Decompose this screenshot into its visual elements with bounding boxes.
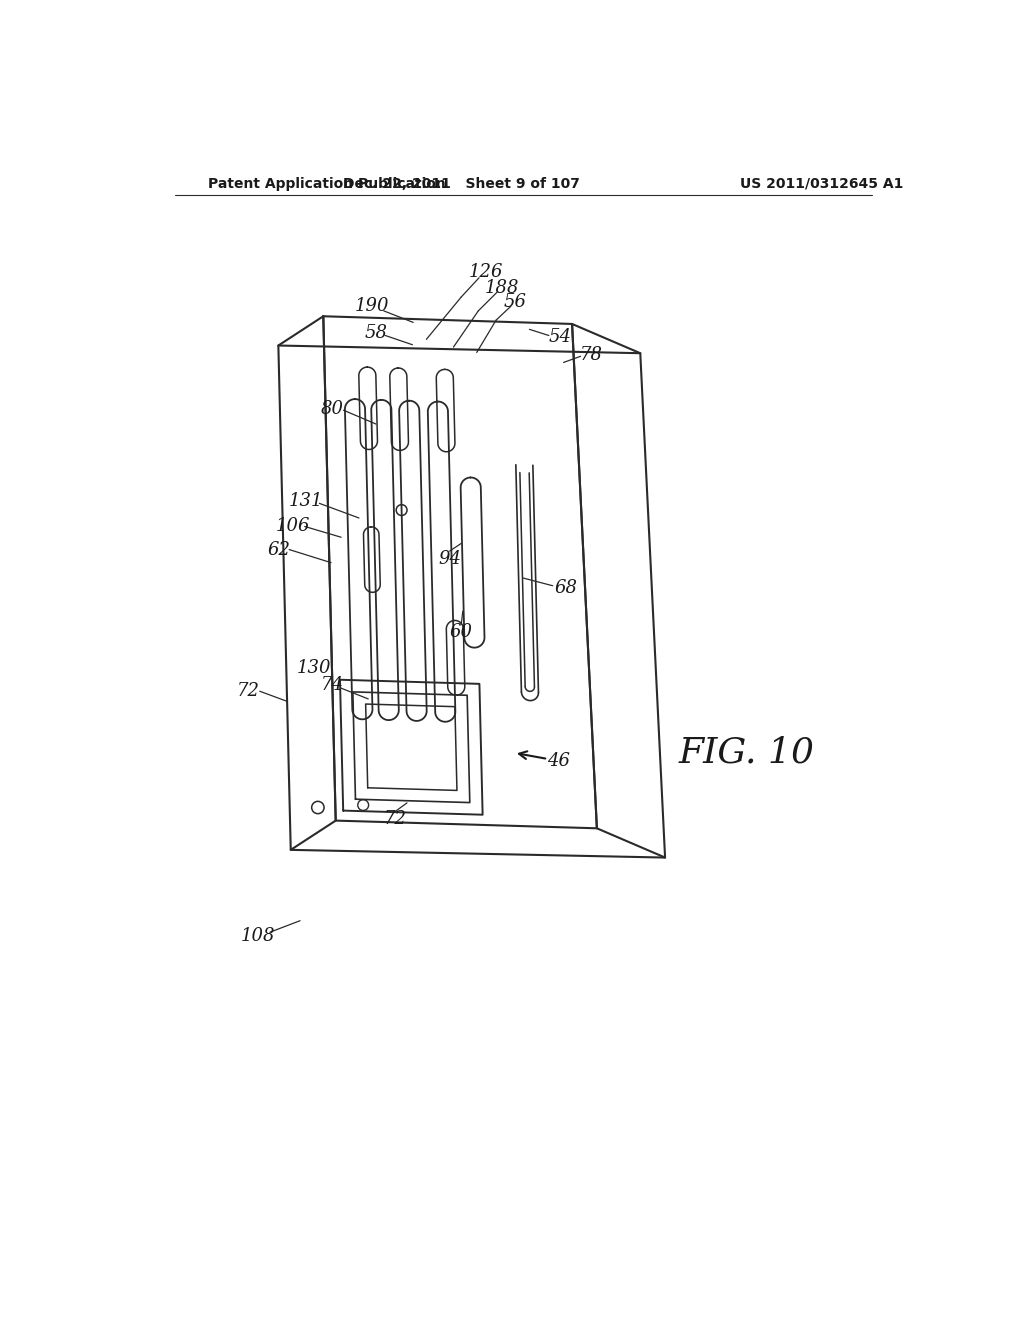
Text: 190: 190 (355, 297, 389, 315)
Text: Patent Application Publication: Patent Application Publication (208, 177, 445, 191)
Text: 58: 58 (365, 325, 387, 342)
Text: 56: 56 (504, 293, 527, 312)
Text: 72: 72 (384, 810, 407, 828)
Text: 80: 80 (321, 400, 343, 417)
Text: 72: 72 (237, 682, 260, 700)
Text: 74: 74 (321, 676, 343, 694)
Text: 126: 126 (469, 264, 504, 281)
Text: 106: 106 (275, 517, 310, 536)
Text: 78: 78 (580, 346, 603, 364)
Text: FIG. 10: FIG. 10 (679, 735, 814, 770)
Text: 60: 60 (450, 623, 473, 642)
Text: 188: 188 (485, 279, 519, 297)
Text: 108: 108 (241, 927, 275, 945)
Text: 130: 130 (297, 659, 331, 677)
Text: 62: 62 (267, 541, 291, 558)
Text: Dec. 22, 2011   Sheet 9 of 107: Dec. 22, 2011 Sheet 9 of 107 (343, 177, 580, 191)
Text: 94: 94 (438, 550, 461, 568)
Text: 46: 46 (547, 752, 569, 771)
Text: 54: 54 (549, 329, 572, 346)
Text: 131: 131 (289, 492, 324, 510)
Text: US 2011/0312645 A1: US 2011/0312645 A1 (740, 177, 903, 191)
Text: 68: 68 (554, 579, 578, 597)
